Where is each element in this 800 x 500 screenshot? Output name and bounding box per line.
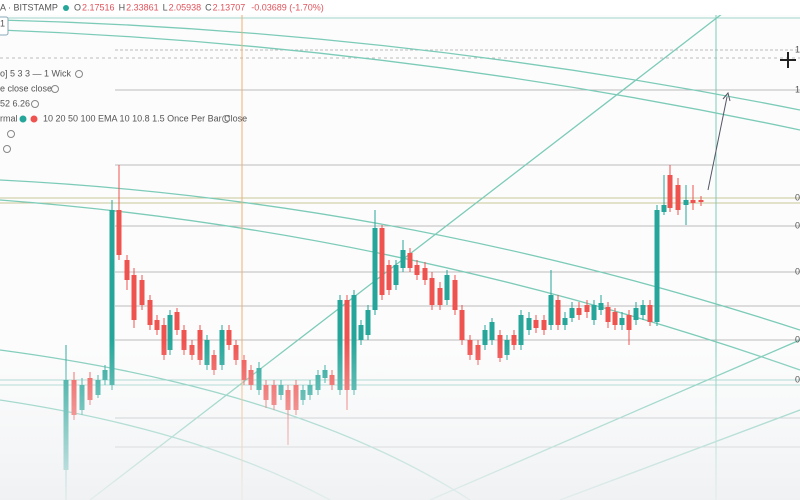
price-label: 0 — [795, 220, 800, 230]
candle-body — [379, 228, 385, 295]
ohlc-label: C — [205, 2, 212, 12]
color-dot — [19, 115, 27, 123]
candle-body — [414, 265, 420, 275]
price-axis: 1. 1 0 0 0 0 0 — [795, 44, 800, 384]
candle-body — [437, 288, 443, 305]
eye-icon[interactable] — [222, 115, 230, 123]
candle-body — [533, 320, 539, 328]
ohlc-value: 2.05938 — [169, 2, 202, 12]
ohlc-label: H — [119, 2, 126, 12]
price-label: 0 — [795, 192, 800, 202]
color-dot — [30, 115, 38, 123]
candle-body — [139, 280, 145, 305]
candle-body — [647, 305, 653, 322]
candle-body — [372, 228, 378, 310]
price-label: 1. — [795, 44, 800, 54]
candle-body — [626, 315, 632, 330]
bottom-fade — [0, 340, 800, 500]
candle-body — [569, 308, 575, 318]
candle-body — [605, 307, 611, 322]
candle-body — [109, 210, 115, 385]
price-label: 0 — [795, 334, 800, 344]
candle-body — [612, 312, 618, 325]
candle-body — [429, 278, 435, 305]
candle-body — [365, 310, 371, 335]
arrow-head — [722, 91, 731, 102]
price-label: 1 — [795, 84, 800, 94]
candle-body — [698, 200, 704, 202]
candle-body — [576, 308, 582, 315]
candle-body — [690, 200, 696, 203]
indicator: e close close — [0, 83, 52, 93]
candle-body — [407, 253, 413, 268]
candle-body — [661, 205, 667, 212]
candle-body — [452, 280, 458, 310]
eye-icon[interactable] — [31, 100, 39, 108]
indicator: o] 5 3 3 — 1 Wick — [0, 68, 72, 78]
candle-body — [584, 305, 590, 312]
indicator-legend: o] 5 3 3 — 1 Wick e close close 52 6.26 … — [0, 68, 247, 153]
candle-body — [562, 318, 568, 325]
candle-body — [555, 300, 561, 325]
eye-icon[interactable] — [51, 85, 59, 93]
candle-body — [400, 250, 406, 268]
candle-body — [598, 303, 604, 310]
candle-body — [482, 330, 488, 345]
candle-body — [386, 265, 392, 290]
status-dot — [63, 5, 69, 11]
candle-body — [444, 275, 450, 300]
eye-icon[interactable] — [75, 70, 83, 78]
ema-settings: 10 20 50 100 EMA 10 10.8 1.5 Once Per Ba… — [43, 113, 247, 123]
candle-body — [124, 260, 130, 280]
crosshair-cursor — [780, 52, 796, 68]
arrow — [707, 96, 728, 191]
eye-icon[interactable] — [7, 130, 15, 138]
candle-body — [683, 200, 689, 205]
candle-body — [591, 305, 597, 320]
candle-body — [675, 185, 681, 210]
candle-body — [667, 175, 673, 208]
candle-body — [654, 210, 660, 322]
candle-body — [174, 312, 180, 330]
candle-body — [548, 295, 554, 325]
candle-body — [489, 322, 495, 340]
ohlc-value: 2.17516 — [82, 2, 115, 12]
eye-icon[interactable] — [3, 145, 11, 153]
badge-box[interactable] — [0, 16, 9, 36]
badge: 1 — [0, 18, 5, 28]
ohlc-value: 2.13707 — [213, 2, 246, 12]
candle-body — [167, 315, 173, 350]
candle-body — [633, 308, 639, 320]
candle-body — [116, 210, 122, 255]
candle-body — [131, 275, 137, 320]
ohlc-value: 2.33861 — [126, 2, 159, 12]
header-bar — [0, 0, 800, 15]
indicator: rmal — [0, 113, 18, 123]
candle-body — [147, 300, 153, 325]
candle-body — [422, 268, 428, 280]
candle-body — [358, 325, 364, 340]
candle-body — [226, 330, 232, 345]
candle-body — [541, 320, 547, 330]
candle-body — [619, 318, 625, 325]
candle-body — [518, 315, 524, 345]
indicator: 52 6.26 — [0, 98, 30, 108]
change: -0.03689 (-1.70%) — [251, 2, 324, 12]
ohlc-label: O — [74, 2, 81, 12]
ohlc-label: L — [163, 2, 168, 12]
candle-body — [526, 318, 532, 330]
price-label: 0 — [795, 374, 800, 384]
candle-body — [459, 310, 465, 340]
candle-body — [640, 305, 646, 315]
symbol: A · BITSTAMP — [0, 2, 58, 12]
candle-body — [154, 320, 160, 330]
price-label: 0 — [795, 266, 800, 276]
candle-body — [393, 265, 399, 285]
ohlc-values: O 2.17516 H 2.33861 L 2.05938 C 2.13707 — [74, 2, 245, 12]
